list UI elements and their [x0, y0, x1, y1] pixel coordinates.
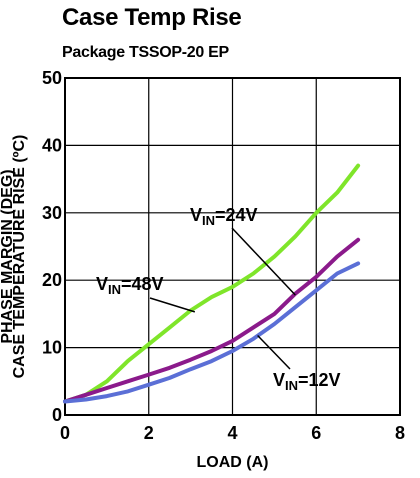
series-label-24v-sub: IN	[202, 213, 215, 228]
series-label-24v-main: V	[190, 205, 202, 225]
x-tick-label: 2	[144, 423, 154, 443]
chart-subtitle: Package TSSOP-20 EP	[62, 44, 229, 61]
y-tick-label: 10	[42, 338, 62, 358]
series-label-24v-tail: =24V	[215, 205, 258, 225]
y-axis-label-1: PHASE MARGIN (DEG)	[0, 169, 16, 343]
svg-text:VIN=48V: VIN=48V	[96, 274, 164, 297]
tick-labels: 0 2 4 6 8 0 10 20 30 40 50	[42, 68, 405, 443]
x-tick-label: 6	[311, 423, 321, 443]
series-label-12v: VIN=12V	[257, 334, 341, 393]
series-line	[63, 163, 361, 404]
series-label-12v-sub: IN	[285, 378, 298, 393]
y-tick-label: 20	[42, 270, 62, 290]
x-axis-label: LOAD (A)	[197, 454, 269, 471]
y-tick-label: 0	[52, 405, 62, 425]
plot-frame	[64, 77, 401, 416]
series-label-48v: VIN=48V	[96, 274, 196, 313]
chart-title: Case Temp Rise	[62, 4, 242, 31]
series-line	[63, 237, 361, 404]
series-line	[63, 261, 361, 404]
x-tick-label: 4	[227, 423, 237, 443]
series-label-48v-tail: =48V	[121, 274, 164, 294]
x-tick-label: 0	[60, 423, 70, 443]
x-tick-label: 8	[395, 423, 405, 443]
series-layer	[63, 163, 361, 404]
series-label-48v-sub: IN	[108, 282, 121, 297]
series-label-24v: VIN=24V	[190, 205, 296, 296]
series-label-12v-tail: =12V	[298, 370, 341, 390]
svg-text:VIN=12V: VIN=12V	[273, 370, 341, 393]
y-tick-label: 30	[42, 203, 62, 223]
y-tick-label: 50	[42, 68, 62, 88]
series-label-48v-main: V	[96, 274, 108, 294]
y-tick-label: 40	[42, 135, 62, 155]
grid	[65, 78, 400, 415]
y-axis-label-2: CASE TEMPERATURE RISE (ºC)	[11, 135, 28, 379]
svg-text:VIN=24V: VIN=24V	[190, 205, 258, 228]
series-label-12v-main: V	[273, 370, 285, 390]
